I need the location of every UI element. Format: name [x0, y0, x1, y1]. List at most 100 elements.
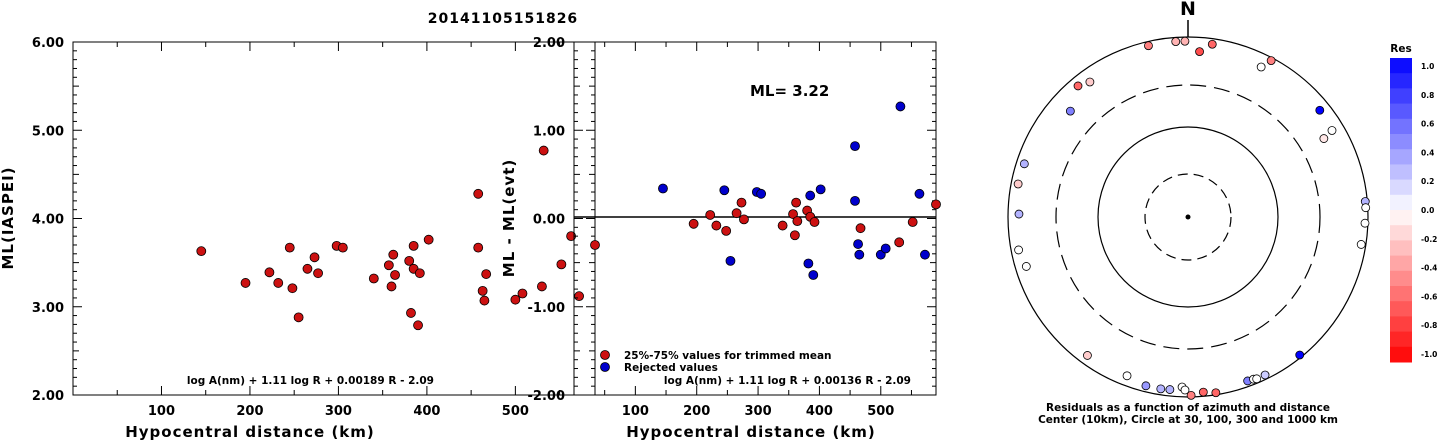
azimuth-residual-point — [1014, 245, 1023, 255]
trimmed-mean-point — [711, 220, 722, 231]
azimuth-residual-point — [1180, 36, 1190, 46]
colorbar-cell — [1390, 179, 1412, 196]
colorbar-label: 1.0 — [1421, 62, 1434, 71]
x-tick-label: 200 — [683, 404, 710, 419]
trimmed-mean-point — [788, 209, 798, 219]
legend-red-marker — [600, 350, 610, 360]
magnitude-point — [481, 269, 492, 279]
trimmed-mean-point — [791, 197, 802, 208]
trimmed-mean-point — [721, 225, 732, 236]
magnitude-point — [287, 283, 298, 294]
magnitude-panel: 100 200 300 400 500 2.00 3.00 4.00 5.00 6.00 ML(I… — [0, 36, 600, 441]
azimuth-residual-point — [1360, 218, 1370, 228]
rejected-point — [850, 141, 860, 152]
x-tick-label: 400 — [806, 404, 833, 419]
caption-line-2: Center (10km), Circle at 30, 100, 300 an… — [1038, 414, 1338, 426]
x-tick-label: 200 — [236, 404, 263, 419]
azimuth-residual-point — [1252, 374, 1262, 384]
azimuth-residual-point — [1014, 209, 1024, 219]
y-tick-label: 1.00 — [533, 124, 565, 139]
magnitude-point — [413, 320, 423, 331]
azimuth-residual-point — [1171, 37, 1181, 47]
magnitude-x-axis-label: Hypocentral distance (km) — [125, 423, 375, 441]
azimuth-residual-point — [1144, 41, 1153, 51]
magnitude-point — [196, 246, 207, 257]
rejected-point — [808, 270, 819, 280]
ml-annotation: ML= 3.22 — [750, 82, 829, 100]
azimuth-residual-point — [1085, 77, 1095, 87]
azimuth-residual-point — [1122, 371, 1132, 381]
magnitude-point — [510, 294, 521, 305]
magnitude-point — [404, 255, 415, 266]
figure-title: 20141105151826 — [428, 11, 578, 27]
magnitude-point — [473, 242, 484, 253]
magnitude-point — [408, 240, 419, 251]
colorbar-labels: 1.0 0.8 0.6 0.4 0.2 0.0 -0.2 -0.4 -0.6 -0.8 -1.0 — [1421, 62, 1437, 359]
rejected-point — [756, 188, 767, 199]
azimuth-residual-point — [1207, 39, 1217, 49]
azimuth-residual-point — [1156, 384, 1166, 394]
y-tick-label: 6.00 — [32, 36, 64, 51]
magnitude-formula: log A(nm) + 1.11 log R + 0.00189 R - 2.0… — [187, 375, 434, 387]
magnitude-point — [309, 252, 320, 263]
trimmed-mean-point — [931, 199, 941, 210]
y-tick-label: 3.00 — [32, 301, 64, 316]
colorbar-cell — [1390, 103, 1412, 120]
colorbar-label: 0.8 — [1421, 91, 1434, 100]
azimuth-residual-point — [1083, 351, 1092, 360]
magnitude-point — [406, 308, 416, 318]
center-point — [1185, 214, 1191, 220]
azimuth-residual-point — [1186, 390, 1196, 400]
rejected-point — [725, 255, 736, 266]
colorbar-cell — [1390, 194, 1412, 211]
magnitude-point — [390, 270, 400, 280]
azimuth-residual-point — [1211, 388, 1221, 398]
ring-30km — [1144, 173, 1232, 261]
residual-formula: log A(nm) + 1.11 log R + 0.00136 R - 2.0… — [664, 375, 911, 387]
colorbar-cell — [1390, 331, 1412, 348]
y-tick-label: 2.00 — [533, 36, 565, 51]
legend-trimmed-label: 25%-75% values for trimmed mean — [624, 350, 832, 362]
y-tick-label: -2.00 — [528, 389, 565, 404]
legend-rejected-label: Rejected values — [624, 362, 718, 374]
colorbar-label: -0.6 — [1421, 292, 1437, 301]
magnitude-y-axis-label: ML(IASPEI) — [0, 166, 17, 269]
magnitude-point — [293, 312, 304, 323]
x-tick-label: 300 — [744, 404, 771, 419]
magnitude-point — [386, 281, 397, 292]
colorbar-cell — [1390, 240, 1412, 257]
colorbar-cell — [1390, 58, 1412, 74]
magnitude-point — [590, 240, 600, 250]
rejected-point — [658, 183, 668, 194]
azimuth-residual-point — [1295, 350, 1305, 360]
colorbar-label: -0.2 — [1421, 235, 1437, 244]
colorbar-cell — [1390, 286, 1412, 302]
magnitude-point — [388, 249, 399, 260]
rejected-point — [914, 188, 925, 199]
colorbar-label: 0.6 — [1421, 120, 1434, 129]
legend-blue-marker — [600, 362, 610, 372]
azimuth-residual-point — [1198, 387, 1208, 397]
colorbar-cell — [1390, 225, 1412, 241]
magnitude-point — [479, 295, 490, 306]
azimuth-residual-point — [1019, 159, 1029, 169]
rejected-point — [854, 249, 865, 260]
rejected-point — [805, 190, 816, 201]
trimmed-mean-point — [907, 217, 918, 227]
azimuth-residual-point — [1260, 370, 1270, 380]
azimuth-residual-point — [1141, 381, 1151, 391]
azimuth-residual-point — [1356, 240, 1366, 249]
azimuth-residual-point — [1327, 126, 1337, 135]
colorbar-title: Res — [1390, 43, 1411, 55]
rejected-point — [920, 249, 930, 260]
azimuth-residual-point — [1319, 134, 1329, 143]
colorbar-cell — [1390, 88, 1412, 105]
magnitude-point — [423, 234, 434, 245]
y-tick-label: 2.00 — [32, 389, 64, 404]
magnitude-point — [517, 288, 528, 299]
magnitude-point — [368, 273, 379, 284]
colorbar-label: 0.4 — [1421, 148, 1434, 157]
magnitude-point — [337, 242, 348, 253]
x-tick-label: 300 — [325, 404, 352, 419]
